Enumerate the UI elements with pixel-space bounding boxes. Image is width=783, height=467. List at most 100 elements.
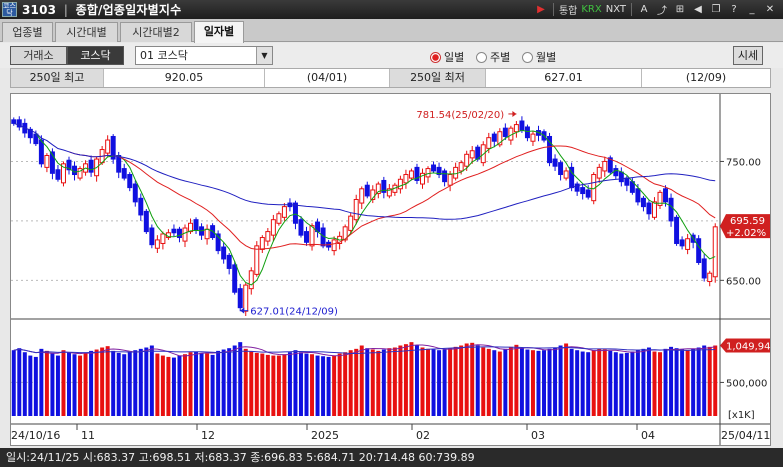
candle-body	[309, 225, 315, 247]
chart-area[interactable]: 750.00 650.00 500,000 [x1K] 24/10/16 11 12 2025…	[10, 93, 778, 446]
krx-label[interactable]: KRX	[581, 4, 602, 15]
volume-bar	[282, 354, 287, 416]
volume-bar	[492, 350, 497, 416]
volume-bar	[420, 347, 425, 416]
radio-dot-icon	[430, 51, 441, 63]
candle-body	[679, 239, 685, 247]
candle-body	[49, 151, 55, 174]
screen-name: 종합/업종일자별지수	[75, 3, 182, 17]
volume-bar	[669, 346, 674, 416]
volume-bar	[376, 350, 381, 416]
volume-bar	[519, 348, 524, 416]
volume-bar	[431, 349, 436, 416]
link-label[interactable]: 통합	[558, 6, 578, 17]
last-price-box: 695.59+2.02%	[720, 214, 776, 239]
candle-body	[232, 264, 238, 293]
play-icon[interactable]: ▶	[537, 4, 545, 15]
volume-bar	[580, 351, 585, 416]
close-icon[interactable]: ✕	[765, 4, 775, 15]
volume-bar	[67, 352, 71, 416]
sector-select[interactable]: 01 코스닥 ▼	[135, 46, 273, 65]
help-icon[interactable]: ?	[731, 4, 737, 15]
pin-icon[interactable]: ⊞	[675, 4, 685, 15]
volume-bar	[685, 350, 690, 416]
volume-bar	[55, 355, 60, 416]
restore-icon[interactable]: ❐	[711, 4, 721, 15]
tab-sector[interactable]: 업종별	[2, 22, 53, 42]
candle-body	[707, 272, 713, 283]
candle-body	[685, 238, 691, 250]
nxt-label[interactable]: NXT	[605, 4, 626, 15]
market-kospi-button[interactable]: 거래소	[10, 46, 67, 65]
tab-daily[interactable]: 일자별	[194, 21, 244, 43]
chart-annotations: 781.54(25/02/20) 627.01(24/12/09) 695.59+2…	[240, 110, 778, 353]
volume-bar	[94, 349, 99, 416]
candle-body	[464, 153, 470, 167]
price-button[interactable]: 시세	[733, 46, 763, 65]
index-chart[interactable]: 750.00 650.00 500,000 [x1K] 24/10/16 11 12 2025…	[11, 94, 778, 445]
radio-weekly[interactable]: 주별	[476, 49, 510, 65]
candle-body	[116, 155, 122, 173]
volume-bar	[116, 352, 121, 416]
candle-body	[359, 188, 365, 204]
volume-bar	[392, 347, 397, 416]
tab-by-time-2[interactable]: 시간대별2	[120, 22, 192, 42]
radio-daily[interactable]: 일별	[430, 49, 464, 65]
volume-bar	[536, 350, 541, 416]
date-label: 03	[531, 429, 545, 442]
sector-select-value: 01 코스닥	[140, 49, 188, 62]
candle-body	[618, 171, 624, 183]
tab-by-time[interactable]: 시간대별	[55, 22, 118, 42]
candle-body	[110, 135, 116, 160]
volume-bar	[453, 346, 458, 416]
candle-body	[121, 168, 127, 179]
volume-bar	[182, 354, 187, 416]
candle-body	[44, 155, 50, 168]
volume-bar	[194, 351, 199, 416]
chart-axes: 750.00 650.00 500,000 [x1K] 24/10/16 11 12 2025…	[11, 157, 770, 442]
candle-body	[585, 189, 591, 198]
high-annotation: 781.54(25/02/20)	[416, 110, 504, 121]
minimize-icon[interactable]: _	[749, 4, 755, 15]
font-icon[interactable]: A	[640, 4, 648, 15]
candle-body	[66, 159, 72, 171]
candle-body	[16, 119, 22, 128]
ma20-line	[68, 145, 716, 250]
volume-bar	[641, 348, 646, 416]
candle-body	[425, 168, 431, 178]
prev-icon[interactable]: ◀	[694, 4, 702, 15]
volume-bar	[304, 353, 309, 416]
candle-body	[657, 191, 663, 206]
volume-bar	[624, 352, 629, 416]
volume-bar	[613, 352, 618, 416]
ma60-line	[13, 122, 716, 220]
volume-bar	[470, 342, 475, 416]
volume-bar	[365, 348, 370, 416]
radio-monthly[interactable]: 월별	[522, 49, 556, 65]
candle-body	[160, 233, 166, 244]
volume-bar	[702, 345, 707, 416]
chevron-down-icon[interactable]: ▼	[256, 47, 272, 64]
volume-bar	[171, 357, 176, 416]
candle-body	[55, 169, 61, 180]
candle-body	[613, 168, 619, 177]
volume-bar	[569, 348, 574, 416]
popout-icon[interactable]: ⤴	[657, 6, 667, 17]
volume-bar	[602, 349, 607, 416]
volume-bar	[359, 345, 364, 416]
radio-monthly-label: 월별	[536, 51, 557, 64]
volume-bar	[542, 350, 547, 416]
candle-body	[431, 164, 437, 172]
candle-body	[171, 228, 177, 234]
volume-bar	[138, 348, 143, 416]
low-label: 250일 최저	[390, 69, 486, 87]
volume-bar	[503, 348, 508, 416]
volume-bar	[459, 345, 464, 416]
market-kosdaq-button[interactable]: 코스닥	[67, 46, 124, 65]
volume-tick-label: 500,000	[726, 378, 767, 389]
candle-body	[33, 133, 39, 145]
last-price-label: 695.59	[730, 216, 765, 227]
volume-bar	[243, 348, 248, 416]
candle-body	[624, 177, 630, 186]
candle-body	[596, 166, 602, 179]
